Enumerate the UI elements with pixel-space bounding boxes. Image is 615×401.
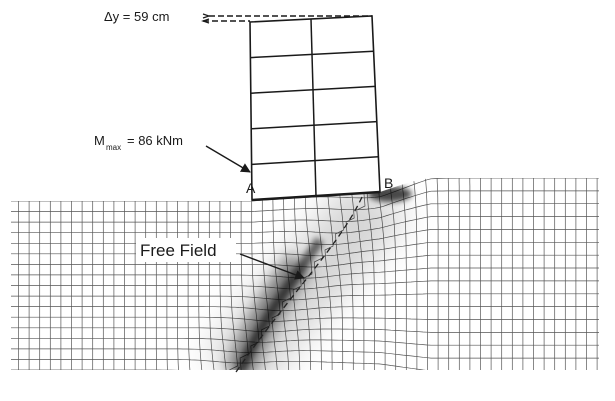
mesh-horizontal-line <box>11 369 599 370</box>
mesh-horizontal-line <box>11 337 599 346</box>
mesh-horizontal-line <box>11 190 599 212</box>
mesh-vertical-line <box>424 178 428 370</box>
mesh-vertical-line <box>198 178 203 370</box>
mesh-horizontal-line <box>11 359 599 370</box>
mesh-vertical-line <box>177 178 179 370</box>
moment-subscript: max <box>106 143 121 152</box>
moment-annotation: M max = 86 kNm <box>94 133 251 173</box>
point-a-label: A <box>246 180 256 196</box>
mesh-vertical-line <box>187 178 191 370</box>
mesh-horizontal-line <box>11 216 599 234</box>
displacement-indicator: Δy = 59 cm <box>104 9 372 24</box>
free-field-annotation: Free Field <box>136 238 305 280</box>
mesh-vertical-line <box>447 178 450 370</box>
moment-arrow <box>205 145 251 173</box>
free-field-label: Free Field <box>140 241 217 260</box>
displacement-label: Δy = 59 cm <box>104 9 169 24</box>
failure-line <box>233 196 363 376</box>
point-b-label: B <box>384 175 393 191</box>
building-frame <box>249 15 381 202</box>
soil-mesh <box>11 178 602 370</box>
mesh-horizontal-line <box>11 348 599 359</box>
mesh-vertical-line <box>166 178 168 370</box>
mesh-vertical-line <box>436 178 439 370</box>
mesh-vertical-line <box>208 178 215 370</box>
mesh-horizontal-line <box>11 203 599 223</box>
mesh-vertical-line <box>412 178 418 370</box>
moment-value: = 86 kNm <box>127 133 183 148</box>
moment-symbol: M <box>94 133 105 148</box>
free-field-arrow <box>239 253 305 280</box>
